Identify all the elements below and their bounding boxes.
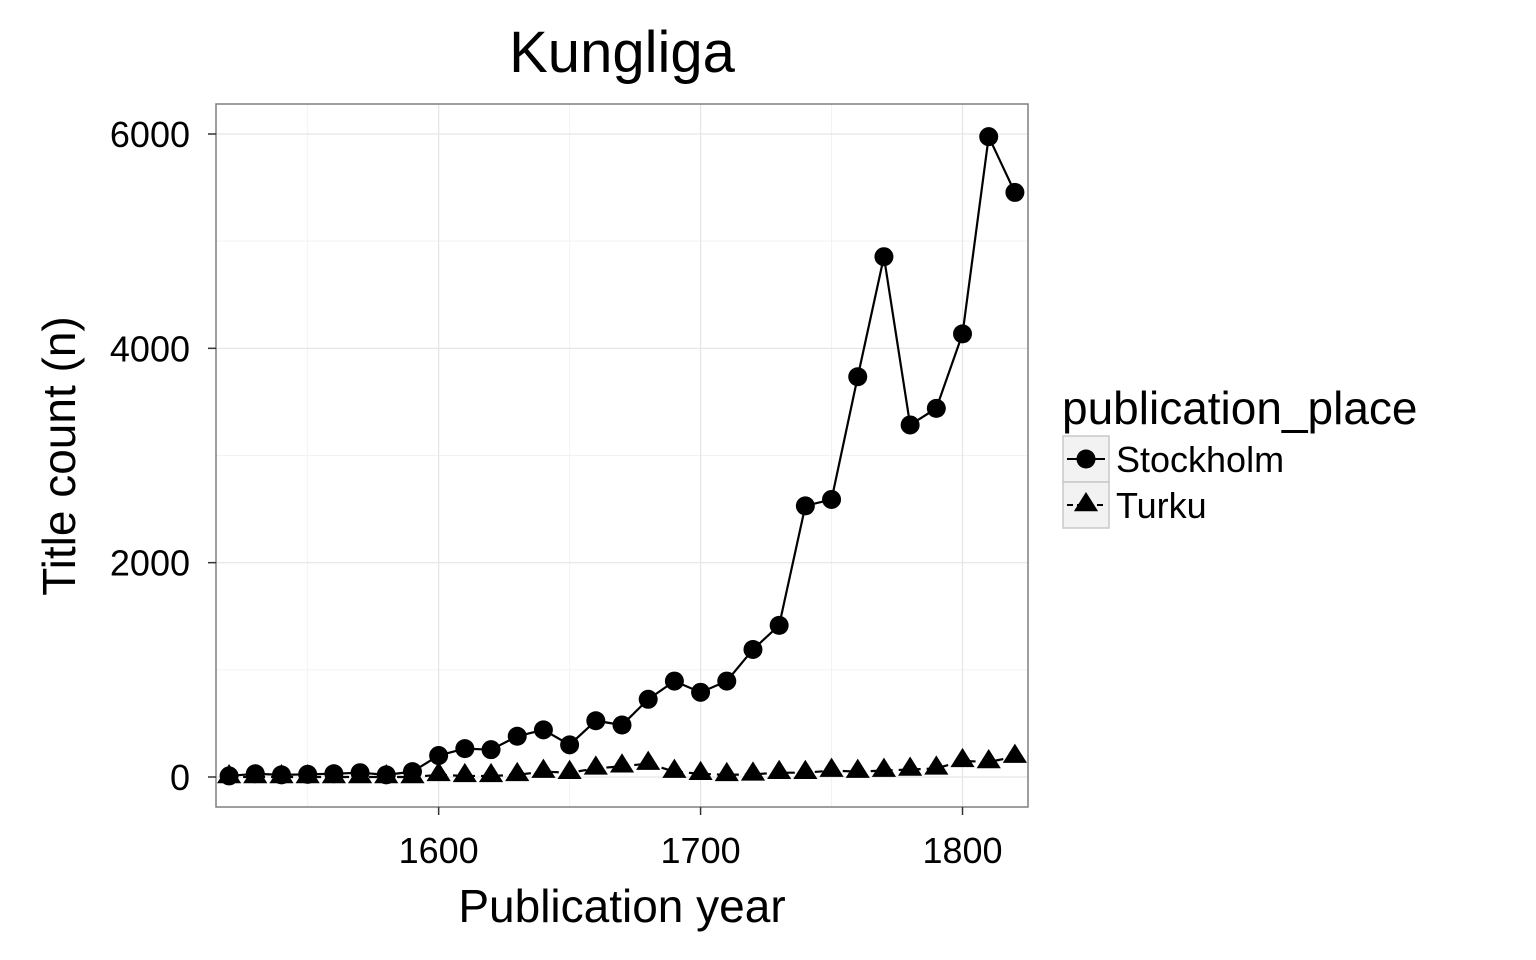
- turku-point: [688, 760, 713, 781]
- stockholm-point: [926, 398, 946, 418]
- turku-point: [400, 763, 425, 784]
- stockholm-point: [455, 739, 475, 759]
- y-tick-label: 2000: [110, 543, 190, 584]
- turku-point: [793, 759, 818, 779]
- turku-point: [583, 755, 608, 775]
- stockholm-point: [612, 715, 632, 735]
- y-axis: 0 2000 4000 6000: [110, 114, 216, 798]
- x-axis: 1600 1700 1800: [399, 807, 1003, 871]
- turku-point: [1002, 743, 1028, 763]
- legend-item-turku: Turku: [1062, 481, 1207, 529]
- turku-point: [871, 757, 897, 777]
- x-tick-label: 1800: [922, 830, 1002, 871]
- turku-point: [478, 762, 504, 783]
- stockholm-point: [560, 735, 580, 755]
- turku-point: [924, 755, 949, 775]
- legend-item-stockholm: Stockholm: [1062, 435, 1284, 483]
- turku-point: [216, 763, 242, 784]
- turku-point: [976, 748, 1001, 769]
- chart-title: Kungliga: [509, 20, 735, 85]
- turku-point: [767, 759, 792, 779]
- plot-panel: [215, 103, 1029, 808]
- stockholm-point: [822, 489, 842, 509]
- turku-point: [505, 761, 530, 782]
- stockholm-point: [586, 711, 606, 731]
- turku-point: [452, 762, 477, 783]
- y-tick-label: 4000: [110, 328, 190, 369]
- turku-point: [714, 761, 739, 782]
- turku-point: [609, 753, 635, 773]
- stockholm-point: [848, 367, 868, 387]
- stockholm-point: [691, 682, 711, 702]
- turku-point: [636, 750, 661, 770]
- stockholm-point: [664, 671, 684, 691]
- stockholm-point: [795, 496, 815, 516]
- stockholm-point: [874, 247, 894, 267]
- turku-point: [819, 757, 844, 777]
- stockholm-point: [979, 127, 999, 147]
- series-turku: [216, 743, 1028, 784]
- stockholm-point: [638, 689, 658, 709]
- turku-point: [269, 763, 294, 784]
- stockholm-point: [481, 740, 501, 760]
- turku-point: [347, 763, 373, 784]
- series-layer: [216, 127, 1028, 786]
- turku-point: [243, 763, 268, 784]
- y-axis-title: Title count (n): [33, 316, 85, 596]
- y-tick-label: 6000: [110, 114, 190, 155]
- turku-point: [898, 756, 923, 776]
- turku-point: [426, 761, 451, 782]
- legend: publication_place Stockholm Turku: [1062, 382, 1418, 529]
- stockholm-point: [507, 726, 527, 746]
- legend-label: Stockholm: [1116, 439, 1284, 480]
- stockholm-point: [900, 415, 920, 435]
- x-axis-title: Publication year: [458, 880, 785, 932]
- turku-point: [295, 763, 320, 784]
- turku-point: [740, 761, 766, 781]
- legend-label: Turku: [1116, 485, 1207, 526]
- turku-point: [374, 763, 399, 784]
- legend-key-marker: [1073, 492, 1099, 512]
- stockholm-point: [743, 639, 763, 659]
- y-tick-label: 0: [170, 757, 190, 798]
- turku-point: [950, 747, 975, 768]
- stockholm-point: [953, 324, 973, 344]
- stockholm-point: [1005, 182, 1025, 202]
- stockholm-point: [769, 615, 789, 635]
- stockholm-point: [429, 746, 449, 766]
- turku-point: [557, 759, 582, 779]
- x-tick-label: 1700: [661, 830, 741, 871]
- stockholm-point: [533, 720, 553, 740]
- turku-point: [531, 758, 556, 778]
- legend-key-marker: [1076, 449, 1096, 469]
- legend-title: publication_place: [1062, 382, 1418, 434]
- x-tick-label: 1600: [399, 830, 479, 871]
- turku-point: [845, 758, 870, 778]
- panel-border: [215, 103, 1029, 808]
- turku-point: [662, 758, 687, 778]
- turku-point: [321, 763, 346, 784]
- stockholm-point: [717, 671, 737, 691]
